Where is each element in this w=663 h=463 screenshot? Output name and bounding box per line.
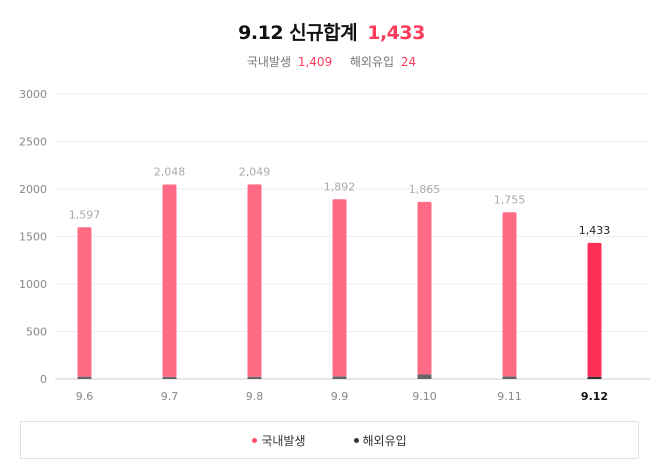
- x-tick-label: 9.10: [412, 390, 437, 403]
- bar-domestic: [417, 201, 432, 375]
- data-label: 1,597: [69, 208, 101, 221]
- title-prefix: 9.12 신규합계: [238, 22, 358, 44]
- domestic-label: 국내발생: [246, 55, 292, 69]
- domestic-value: 1,409: [297, 55, 333, 69]
- bar-overseas: [587, 376, 602, 379]
- y-tick-label: 0: [40, 373, 47, 386]
- y-tick-label: 2500: [19, 136, 47, 149]
- bar-domestic: [332, 199, 347, 377]
- data-label: 2,049: [239, 165, 271, 178]
- title-total: 1,433: [367, 22, 425, 44]
- data-label: 1,892: [324, 180, 356, 193]
- bar-overseas: [417, 374, 432, 379]
- x-tick-label: 9.6: [76, 390, 94, 403]
- legend-label-overseas: 해외유입: [362, 433, 407, 448]
- bar-domestic: [502, 212, 517, 377]
- y-tick-label: 3000: [19, 88, 47, 101]
- legend-label-domestic: 국내발생: [261, 433, 306, 448]
- bar-overseas: [162, 376, 177, 379]
- overseas-label: 해외유입: [349, 55, 395, 69]
- legend-item-domestic[interactable]: 국내발생: [252, 432, 306, 449]
- bar-overseas: [247, 376, 262, 379]
- data-label: 1,433: [579, 224, 611, 237]
- overseas-value: 24: [400, 55, 417, 69]
- x-tick-label: 9.8: [246, 390, 264, 403]
- legend-dot-domestic: [252, 437, 258, 443]
- y-tick-label: 2000: [19, 183, 47, 196]
- bar-overseas: [77, 376, 92, 379]
- bar-domestic: [162, 184, 177, 377]
- data-label: 1,865: [409, 183, 441, 196]
- x-tick-label: 9.11: [497, 390, 522, 403]
- y-tick-label: 500: [26, 326, 47, 339]
- data-label: 1,755: [494, 193, 526, 206]
- chart-legend: 국내발생 해외유입: [20, 421, 639, 459]
- legend-item-overseas[interactable]: 해외유입: [353, 432, 407, 449]
- bar-overseas: [502, 376, 517, 379]
- legend-dot-overseas: [353, 437, 359, 443]
- bar-domestic: [587, 242, 602, 377]
- y-tick-label: 1000: [19, 278, 47, 291]
- x-tick-label: 9.12: [581, 390, 608, 403]
- bar-chart: 3000 2500 2000 1500 1000 500 0 1,597 9.6 2,048 9.7…: [19, 88, 650, 403]
- bar-domestic: [77, 227, 92, 377]
- data-label: 2,048: [154, 165, 186, 178]
- chart-title: 9.12 신규합계 1,433: [0, 18, 663, 45]
- x-tick-label: 9.7: [161, 390, 179, 403]
- chart-subtitle: 국내발생 1,409 해외유입 24: [0, 53, 663, 70]
- bar-overseas: [332, 376, 347, 379]
- x-tick-label: 9.9: [331, 390, 349, 403]
- chart-header: 9.12 신규합계 1,433 국내발생 1,409 해외유입 24: [0, 18, 663, 70]
- y-tick-label: 1500: [19, 231, 47, 244]
- bar-domestic: [247, 184, 262, 377]
